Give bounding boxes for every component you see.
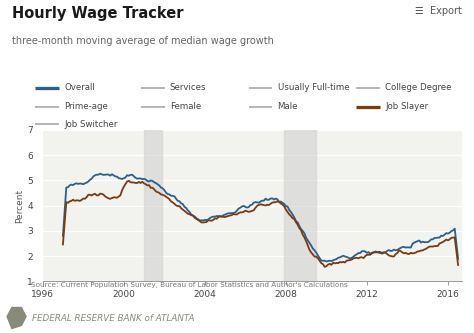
Bar [144, 130, 162, 281]
Text: Job Switcher: Job Switcher [64, 120, 118, 129]
Text: Female: Female [170, 102, 201, 111]
Bar [284, 130, 316, 281]
Text: ☰  Export: ☰ Export [415, 6, 462, 16]
Y-axis label: Percent: Percent [16, 188, 24, 223]
Text: Source: Current Population Survey, Bureau of Labor Statistics and Author's Calcu: Source: Current Population Survey, Burea… [31, 282, 347, 288]
Text: Prime-age: Prime-age [64, 102, 108, 111]
Polygon shape [7, 308, 26, 328]
Text: three-month moving average of median wage growth: three-month moving average of median wag… [12, 36, 273, 46]
Text: FEDERAL RESERVE BANK of ATLANTA: FEDERAL RESERVE BANK of ATLANTA [32, 313, 195, 323]
Text: Male: Male [278, 102, 298, 111]
Text: College Degree: College Degree [385, 84, 452, 93]
Text: Services: Services [170, 84, 206, 93]
Text: Overall: Overall [64, 84, 95, 93]
Text: Hourly Wage Tracker: Hourly Wage Tracker [12, 6, 183, 21]
Text: Job Slayer: Job Slayer [385, 102, 428, 111]
Text: Usually Full-time: Usually Full-time [278, 84, 349, 93]
